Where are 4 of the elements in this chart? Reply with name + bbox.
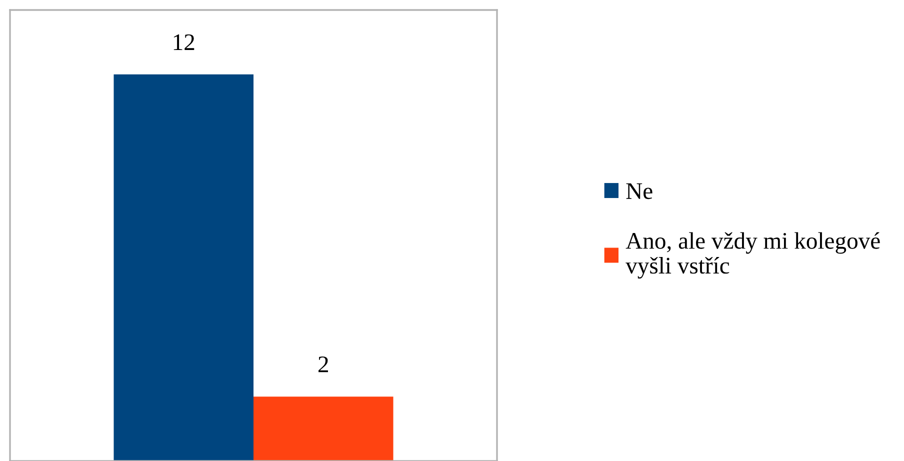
data-label: 2 bbox=[318, 356, 328, 372]
legend-label: Ano, ale vždy mi kolegové vyšli vstříc bbox=[626, 232, 880, 279]
legend-label: Ne bbox=[626, 183, 652, 200]
data-label: 12 bbox=[174, 34, 194, 50]
